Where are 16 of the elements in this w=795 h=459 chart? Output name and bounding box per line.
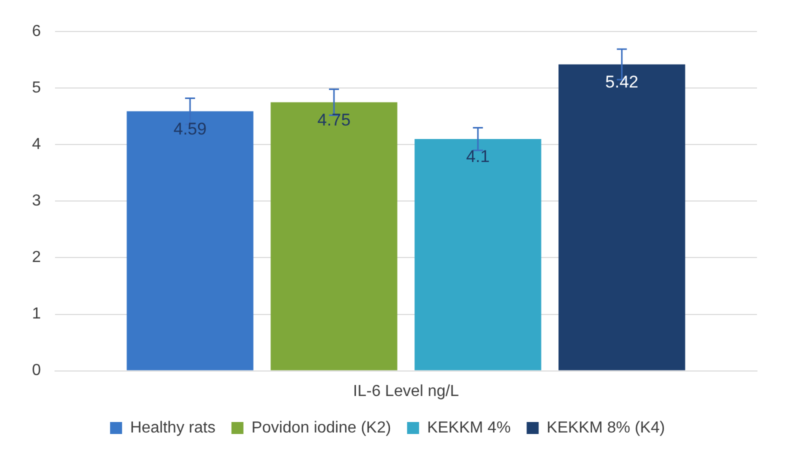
data-label: 4.1 [466,147,490,166]
y-tick-label: 4 [32,136,41,154]
legend-label: KEKKM 4% [427,419,511,436]
y-tick-label: 3 [32,192,41,210]
data-label: 4.75 [317,110,351,130]
data-label: 5.42 [605,72,638,92]
y-tick-label: 0 [32,362,41,380]
x-tick-label: IL-6 Level ng/L [353,382,459,400]
y-tick-label: 5 [32,80,41,97]
y-tick-label: 6 [32,23,41,40]
y-tick-label: 1 [32,306,41,323]
y-tick-label: 2 [32,249,41,266]
data-label: 4.59 [174,120,207,138]
legend-label: Povidon iodine (K2) [251,419,392,436]
legend-label: KEKKM 8% (K4) [546,419,665,436]
legend-label: Healthy rats [130,419,216,436]
